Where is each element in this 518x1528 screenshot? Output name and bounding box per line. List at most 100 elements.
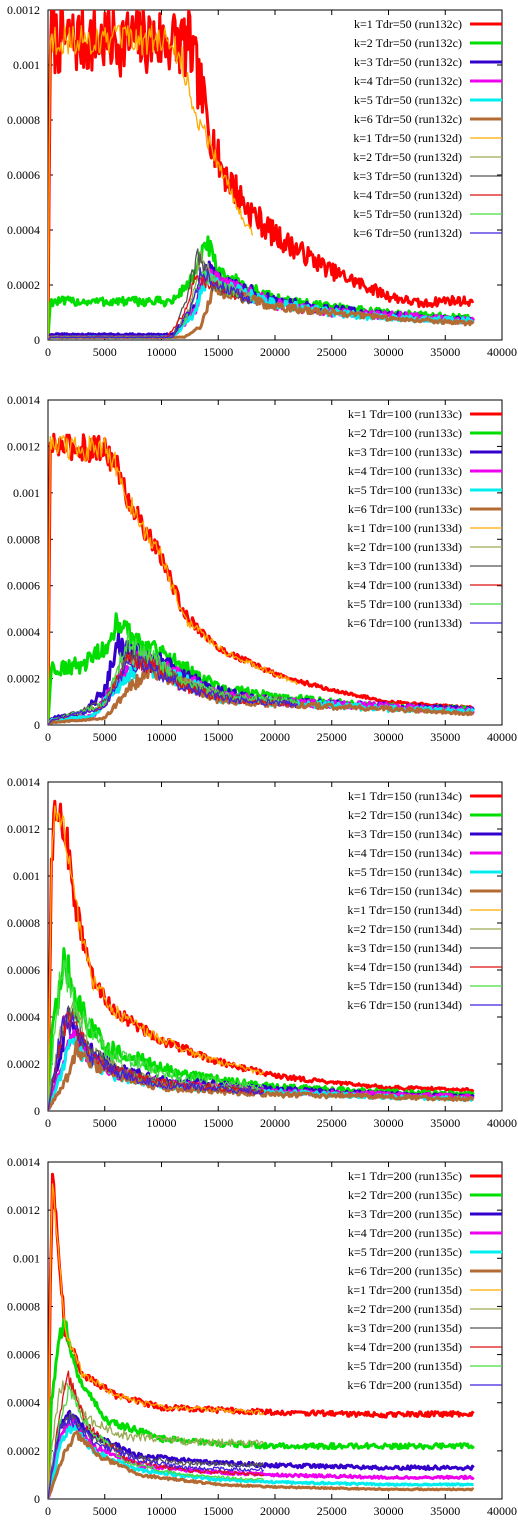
x-tick-label: 15000 [203, 1504, 233, 1518]
legend-label: k=6 Tdr=150 (run134d) [347, 998, 462, 1012]
legend-label: k=2 Tdr=150 (run134c) [348, 808, 462, 822]
legend-label: k=4 Tdr=200 (run135c) [348, 1226, 462, 1240]
legend-label: k=6 Tdr=50 (run132c) [354, 112, 462, 126]
x-tick-label: 40000 [487, 1504, 517, 1518]
y-tick-label: 0.0002 [7, 672, 40, 686]
x-tick-label: 35000 [430, 1116, 460, 1130]
legend-label: k=3 Tdr=50 (run132d) [353, 169, 462, 183]
x-tick-label: 10000 [147, 730, 177, 744]
x-tick-label: 20000 [260, 345, 290, 359]
series-line [48, 805, 265, 1111]
series-line [48, 435, 299, 725]
series-line [48, 1415, 265, 1499]
series-layer [48, 432, 475, 725]
x-tick-label: 30000 [374, 730, 404, 744]
legend-label: k=4 Tdr=100 (run133c) [348, 464, 462, 478]
series-line [48, 10, 474, 340]
series-line [48, 1013, 265, 1111]
legend-label: k=1 Tdr=150 (run134d) [347, 903, 462, 917]
y-tick-label: 0.0012 [7, 822, 40, 836]
legend-label: k=3 Tdr=100 (run133d) [347, 559, 462, 573]
y-tick-label: 0.0014 [7, 393, 40, 407]
legend-label: k=1 Tdr=100 (run133c) [348, 407, 462, 421]
series-line [48, 959, 265, 1111]
y-tick-label: 0.0012 [7, 3, 40, 17]
x-tick-label: 0 [45, 345, 51, 359]
chart-panel-tdr100: 0 5000 10000 15000 20000 25000 30000 35000 40000… [7, 393, 517, 744]
x-tick-label: 40000 [487, 730, 517, 744]
legend-label: k=3 Tdr=200 (run135d) [347, 1321, 462, 1335]
legend-label: k=3 Tdr=200 (run135c) [348, 1207, 462, 1221]
legend-label: k=5 Tdr=100 (run133d) [347, 597, 462, 611]
y-tick-label: 0.0014 [7, 1155, 40, 1169]
x-tick-label: 5000 [93, 1504, 117, 1518]
legend-label: k=3 Tdr=100 (run133c) [348, 445, 462, 459]
legend-label: k=5 Tdr=50 (run132d) [353, 207, 462, 221]
x-tick-label: 20000 [260, 1504, 290, 1518]
chart-panel-tdr50: 0 5000 10000 15000 20000 25000 30000 35000 40000… [7, 3, 517, 359]
y-tick-label: 0.0004 [7, 223, 40, 237]
legend-label: k=1 Tdr=50 (run132c) [354, 17, 462, 31]
legend-label: k=6 Tdr=100 (run133c) [348, 502, 462, 516]
y-tick-label: 0.0006 [7, 963, 40, 977]
y-tick-label: 0.0004 [7, 625, 40, 639]
y-tick-label: 0 [34, 1104, 40, 1118]
series-line [48, 1370, 264, 1499]
legend-label: k=1 Tdr=100 (run133d) [347, 521, 462, 535]
x-tick-label: 10000 [147, 345, 177, 359]
x-tick-label: 15000 [203, 1116, 233, 1130]
y-tick-label: 0.0004 [7, 1396, 40, 1410]
series-line [48, 24, 253, 340]
y-tick-label: 0.0006 [7, 168, 40, 182]
series-line [48, 1385, 264, 1499]
series-layer [48, 1172, 475, 1499]
y-tick-label: 0.0008 [7, 532, 40, 546]
legend-label: k=3 Tdr=150 (run134d) [347, 941, 462, 955]
series-line [48, 432, 475, 725]
x-tick-label: 30000 [374, 1504, 404, 1518]
series-layer [48, 799, 475, 1111]
x-tick-label: 5000 [93, 730, 117, 744]
legend-label: k=2 Tdr=100 (run133c) [348, 426, 462, 440]
y-tick-label: 0 [34, 718, 40, 732]
legend-label: k=2 Tdr=100 (run133d) [347, 540, 462, 554]
x-tick-label: 25000 [317, 345, 347, 359]
legend-label: k=5 Tdr=100 (run133c) [348, 483, 462, 497]
x-tick-label: 0 [45, 1504, 51, 1518]
y-tick-label: 0.0004 [7, 1010, 40, 1024]
series-line [48, 248, 253, 340]
legend-label: k=1 Tdr=200 (run135d) [347, 1283, 462, 1297]
legend-label: k=4 Tdr=150 (run134c) [348, 846, 462, 860]
legend-label: k=6 Tdr=100 (run133d) [347, 616, 462, 630]
legend-label: k=6 Tdr=200 (run135c) [348, 1264, 462, 1278]
legend-label: k=4 Tdr=150 (run134d) [347, 960, 462, 974]
x-tick-label: 5000 [93, 1116, 117, 1130]
legend-label: k=5 Tdr=50 (run132c) [354, 93, 462, 107]
legend-label: k=2 Tdr=50 (run132c) [354, 36, 462, 50]
chart-panel-tdr200: 0 5000 10000 15000 20000 25000 30000 35000 40000… [7, 1155, 517, 1518]
y-tick-label: 0.0012 [7, 439, 40, 453]
x-tick-label: 10000 [147, 1116, 177, 1130]
y-tick-label: 0.001 [13, 486, 40, 500]
y-tick-label: 0.001 [13, 58, 40, 72]
x-tick-label: 40000 [487, 1116, 517, 1130]
x-tick-label: 15000 [203, 345, 233, 359]
legend-label: k=2 Tdr=150 (run134d) [347, 922, 462, 936]
y-tick-label: 0 [34, 1492, 40, 1506]
legend-label: k=1 Tdr=50 (run132d) [353, 131, 462, 145]
series-line [48, 1005, 265, 1111]
legend-label: k=2 Tdr=50 (run132d) [353, 150, 462, 164]
x-tick-label: 0 [45, 1116, 51, 1130]
y-tick-label: 0.0002 [7, 1444, 40, 1458]
legend-label: k=4 Tdr=50 (run132c) [354, 74, 462, 88]
series-line [48, 270, 253, 340]
x-tick-label: 15000 [203, 730, 233, 744]
series-line [48, 799, 475, 1111]
legend-label: k=5 Tdr=150 (run134c) [348, 865, 462, 879]
legend-label: k=4 Tdr=100 (run133d) [347, 578, 462, 592]
x-tick-label: 25000 [317, 1116, 347, 1130]
x-tick-label: 30000 [374, 345, 404, 359]
legend-label: k=5 Tdr=200 (run135d) [347, 1359, 462, 1373]
series-layer [48, 10, 475, 340]
